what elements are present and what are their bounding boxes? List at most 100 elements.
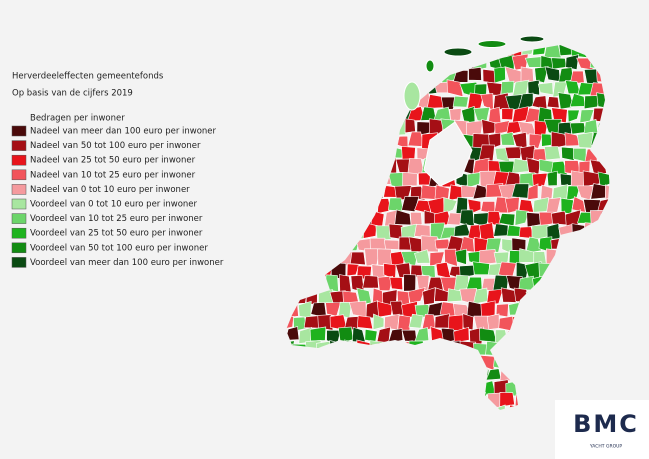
municipality xyxy=(567,109,580,123)
municipality xyxy=(377,275,394,292)
municipality xyxy=(452,95,469,108)
legend-label: Voordeel van 0 tot 10 euro per inwoner xyxy=(30,200,198,210)
municipality xyxy=(569,122,586,135)
legend-title: Bedragen per inwoner xyxy=(30,114,125,124)
municipality xyxy=(388,197,404,212)
legend-swatch xyxy=(11,213,27,224)
legend-swatch xyxy=(11,227,27,239)
municipality xyxy=(565,54,580,71)
municipality xyxy=(499,392,515,407)
legend-swatch xyxy=(11,198,27,210)
municipality xyxy=(465,120,484,137)
municipality xyxy=(410,211,423,228)
municipality xyxy=(561,146,575,161)
municipality xyxy=(372,313,385,331)
municipality xyxy=(486,288,504,306)
municipality xyxy=(500,131,516,146)
municipality xyxy=(420,184,437,200)
municipality xyxy=(422,287,436,306)
municipality xyxy=(543,45,562,59)
municipality xyxy=(468,66,482,81)
municipality xyxy=(541,133,553,147)
municipality xyxy=(500,80,515,95)
municipality xyxy=(404,118,416,134)
municipality xyxy=(389,277,403,291)
municipality xyxy=(356,315,374,330)
municipality xyxy=(569,70,585,85)
municipality xyxy=(362,275,379,289)
municipality xyxy=(479,249,497,266)
legend-label: Nadeel van 50 tot 100 euro per inwoner xyxy=(30,141,201,151)
legend-label: Voordeel van 25 tot 50 euro per inwoner xyxy=(30,229,203,239)
municipality xyxy=(493,66,506,84)
municipality xyxy=(500,287,517,303)
municipality xyxy=(453,326,470,344)
municipality xyxy=(375,225,392,241)
legend-label: Voordeel van 50 tot 100 euro per inwoner xyxy=(30,243,208,253)
municipality xyxy=(525,236,542,254)
municipality xyxy=(550,131,568,149)
municipality xyxy=(449,108,462,122)
legend-swatch xyxy=(11,140,27,151)
municipality xyxy=(511,237,527,252)
municipality xyxy=(407,287,426,304)
municipality xyxy=(604,184,610,200)
municipality xyxy=(481,119,497,135)
municipality xyxy=(583,95,600,110)
municipality xyxy=(527,79,540,96)
municipality xyxy=(466,172,481,189)
ijsselmeer xyxy=(423,121,473,187)
legend-swatch xyxy=(11,184,27,195)
municipality xyxy=(346,263,360,277)
municipality xyxy=(492,274,509,292)
municipality xyxy=(527,183,539,200)
municipality xyxy=(544,146,561,161)
municipality xyxy=(486,313,500,330)
municipality xyxy=(557,92,574,110)
municipality xyxy=(383,239,400,250)
municipality xyxy=(401,196,420,212)
municipality xyxy=(443,197,458,215)
municipality xyxy=(501,108,514,121)
municipality xyxy=(486,81,503,96)
municipality xyxy=(452,70,469,83)
municipality xyxy=(488,106,502,124)
municipality xyxy=(376,300,394,318)
municipality xyxy=(551,57,567,70)
legend: Nadeel van meer dan 100 euro per inwoner… xyxy=(11,125,224,268)
municipality xyxy=(479,222,495,241)
logo-tagline: YACHT GROUP xyxy=(589,444,623,450)
title: Herverdeeleffecten gemeentefonds xyxy=(12,72,164,82)
legend-label: Nadeel van 10 tot 25 euro per inwoner xyxy=(30,170,196,180)
municipality xyxy=(448,314,464,332)
legend-swatch xyxy=(11,257,27,268)
legend-swatch xyxy=(11,154,27,166)
municipality xyxy=(546,170,558,187)
legend-label: Nadeel van meer dan 100 euro per inwoner xyxy=(30,127,217,137)
wadden-islands xyxy=(403,35,545,111)
subtitle: Op basis van de cijfers 2019 xyxy=(12,89,133,99)
municipality xyxy=(504,146,523,159)
municipality xyxy=(402,171,418,187)
municipality xyxy=(514,209,529,226)
municipality xyxy=(408,313,424,329)
municipality xyxy=(377,198,392,214)
legend-label: Nadeel van 25 tot 50 euro per inwoner xyxy=(30,156,196,166)
logo-name: BMC xyxy=(573,410,639,438)
municipality xyxy=(447,288,463,303)
municipality xyxy=(384,313,400,331)
municipality xyxy=(534,66,549,84)
municipality xyxy=(528,133,543,150)
municipality xyxy=(309,326,327,342)
legend-label: Voordeel van 10 tot 25 euro per inwoner xyxy=(30,214,203,224)
municipality xyxy=(408,236,423,254)
municipality xyxy=(480,300,496,317)
municipality xyxy=(403,274,417,292)
municipality xyxy=(545,197,562,215)
municipality xyxy=(485,237,502,253)
municipality xyxy=(387,328,404,344)
municipality xyxy=(472,261,490,275)
legend-label: Nadeel van 0 tot 10 euro per inwoner xyxy=(30,185,190,195)
municipality xyxy=(447,212,465,226)
